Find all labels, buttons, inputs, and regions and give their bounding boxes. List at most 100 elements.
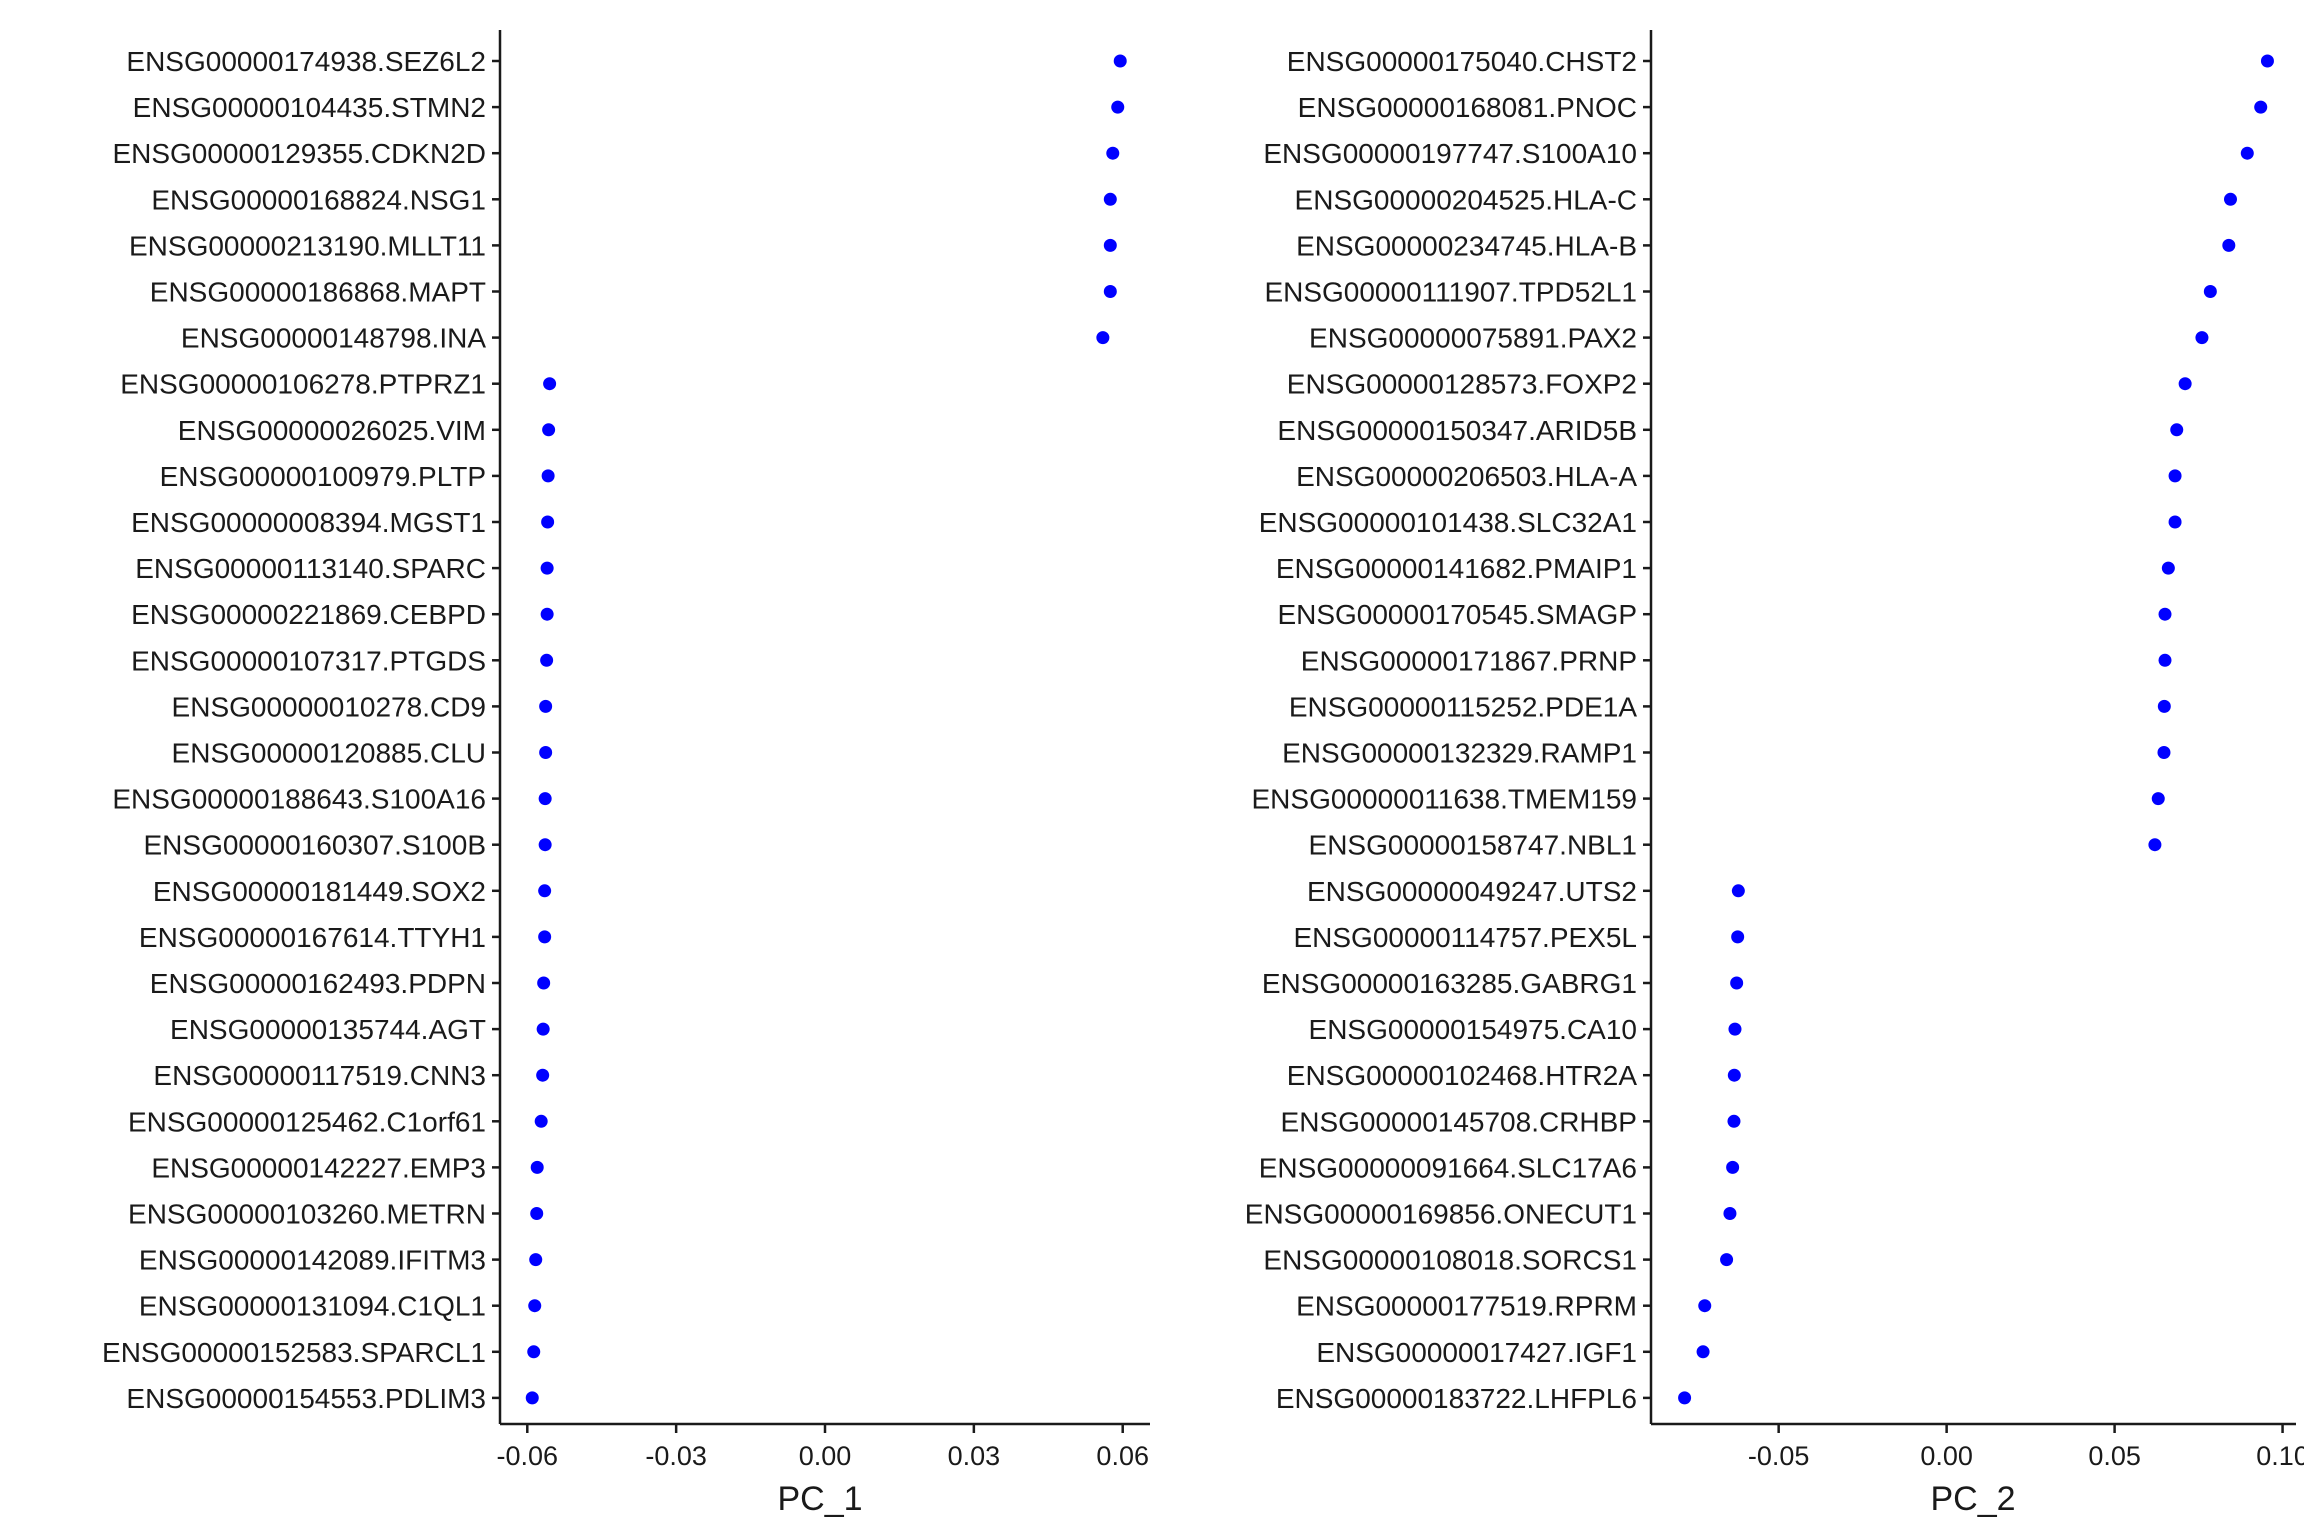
gene-label: ENSG00000135744.AGT [170, 1014, 486, 1045]
gene-label: ENSG00000104435.STMN2 [133, 92, 486, 123]
gene-label: ENSG00000154975.CA10 [1309, 1014, 1637, 1045]
pc2-gene-labels: ENSG00000175040.CHST2 ENSG00000168081.PNO… [1245, 46, 1638, 1414]
data-point [2203, 285, 2217, 298]
gene-label: ENSG00000049247.UTS2 [1307, 876, 1637, 907]
pc1-x-axis-title: PC_1 [777, 1480, 862, 1518]
data-point [2158, 653, 2172, 667]
data-point [538, 792, 552, 806]
gene-label: ENSG00000171867.PRNP [1301, 645, 1637, 676]
data-point [538, 838, 552, 852]
panel-pc1: ENSG00000174938.SEZ6L2 ENSG00000104435.ST… [102, 30, 1150, 1518]
data-point [1113, 54, 1127, 68]
gene-label: ENSG00000168081.PNOC [1298, 92, 1637, 123]
gene-label: ENSG00000154553.PDLIM3 [126, 1383, 486, 1414]
gene-label: ENSG00000174938.SEZ6L2 [126, 46, 486, 77]
data-point [2161, 561, 2175, 575]
data-point [542, 423, 556, 437]
data-point [1698, 1299, 1712, 1313]
data-point [1103, 238, 1117, 252]
data-point [1720, 1253, 1734, 1267]
gene-label: ENSG00000188643.S100A16 [112, 784, 486, 815]
gene-label: ENSG00000115252.PDE1A [1289, 691, 1637, 722]
gene-label: ENSG00000158747.NBL1 [1309, 830, 1637, 861]
pc2-points [1678, 54, 2274, 1405]
data-point [540, 607, 554, 621]
gene-label: ENSG00000008394.MGST1 [131, 507, 486, 538]
gene-label: ENSG00000177519.RPRM [1296, 1291, 1637, 1322]
gene-label: ENSG00000197747.S100A10 [1263, 138, 1637, 169]
data-point [539, 746, 553, 759]
gene-label: ENSG00000125462.C1orf61 [128, 1106, 486, 1137]
data-point [2222, 238, 2236, 252]
data-point [1106, 146, 1120, 160]
gene-label: ENSG00000234745.HLA-B [1296, 230, 1637, 261]
gene-label: ENSG00000101438.SLC32A1 [1259, 507, 1637, 538]
gene-label: ENSG00000120885.CLU [172, 738, 486, 769]
data-point [2254, 100, 2268, 114]
x-tick-label: -0.05 [1748, 1441, 1810, 1471]
gene-label: ENSG00000131094.C1QL1 [139, 1291, 486, 1322]
gene-label: ENSG00000106278.PTPRZ1 [120, 369, 486, 400]
gene-label: ENSG00000206503.HLA-A [1296, 461, 1637, 492]
data-point [2157, 746, 2171, 759]
x-tick-label: 0.00 [1920, 1441, 1973, 1471]
data-point [2170, 423, 2184, 437]
gene-label: ENSG00000167614.TTYH1 [139, 922, 486, 953]
gene-label: ENSG00000114757.PEX5L [1293, 922, 1637, 953]
gene-label: ENSG00000026025.VIM [178, 415, 486, 446]
gene-label: ENSG00000132329.RAMP1 [1282, 738, 1637, 769]
data-point [540, 561, 554, 575]
data-point [2260, 54, 2274, 68]
data-point [528, 1299, 542, 1313]
data-point [1096, 331, 1110, 345]
gene-label: ENSG00000075891.PAX2 [1309, 323, 1637, 354]
gene-label: ENSG00000117519.CNN3 [153, 1060, 486, 1091]
gene-label: ENSG00000160307.S100B [144, 830, 487, 861]
gene-label: ENSG00000011638.TMEM159 [1252, 784, 1638, 815]
gene-label: ENSG00000169856.ONECUT1 [1245, 1199, 1637, 1230]
gene-label: ENSG00000186868.MAPT [150, 277, 486, 308]
gene-label: ENSG00000142227.EMP3 [151, 1152, 486, 1183]
gene-label: ENSG00000091664.SLC17A6 [1259, 1152, 1637, 1183]
gene-label: ENSG00000213190.MLLT11 [129, 230, 486, 261]
data-point [539, 699, 553, 713]
data-point [2223, 192, 2237, 206]
data-point [2195, 331, 2209, 345]
gene-label: ENSG00000163285.GABRG1 [1262, 968, 1637, 999]
data-point [2151, 792, 2165, 806]
data-point [538, 930, 552, 944]
gene-label: ENSG00000102468.HTR2A [1287, 1060, 1638, 1091]
gene-label: ENSG00000148798.INA [181, 323, 486, 354]
data-point [1696, 1345, 1710, 1359]
x-tick-label: 0.05 [2088, 1441, 2141, 1471]
data-point [1728, 1022, 1742, 1036]
data-point [537, 976, 551, 990]
gene-label: ENSG00000142089.IFITM3 [139, 1245, 486, 1276]
pc1-points [525, 54, 1127, 1405]
data-point [2168, 515, 2182, 529]
data-point [541, 515, 555, 529]
x-tick-label: 0.06 [1096, 1441, 1149, 1471]
gene-label: ENSG00000150347.ARID5B [1277, 415, 1637, 446]
gene-label: ENSG00000017427.IGF1 [1316, 1337, 1637, 1368]
data-point [1730, 976, 1744, 990]
data-point [2148, 838, 2162, 852]
gene-label: ENSG00000113140.SPARC [135, 553, 486, 584]
gene-label: ENSG00000128573.FOXP2 [1287, 369, 1637, 400]
gene-label: ENSG00000183722.LHFPL6 [1276, 1383, 1637, 1414]
gene-label: ENSG00000010278.CD9 [172, 691, 486, 722]
gene-label: ENSG00000141682.PMAIP1 [1276, 553, 1637, 584]
data-point [527, 1345, 541, 1359]
gene-label: ENSG00000168824.NSG1 [151, 184, 486, 215]
data-point [534, 1114, 548, 1128]
data-point [536, 1068, 550, 1082]
gene-label: ENSG00000107317.PTGDS [131, 645, 486, 676]
gene-label: ENSG00000221869.CEBPD [131, 599, 486, 630]
gene-label: ENSG00000129355.CDKN2D [112, 138, 486, 169]
data-point [530, 1207, 544, 1220]
data-point [1103, 192, 1117, 206]
data-point [536, 1022, 550, 1036]
gene-label: ENSG00000170545.SMAGP [1277, 599, 1637, 630]
pc1-y-ticks [492, 59, 500, 1400]
